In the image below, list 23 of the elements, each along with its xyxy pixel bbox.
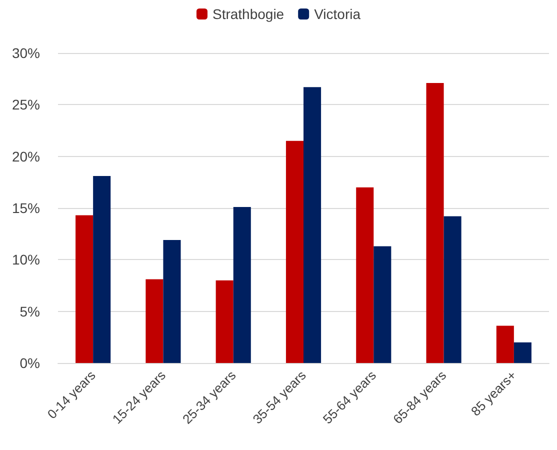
bar	[163, 240, 181, 363]
y-tick-label: 5%	[20, 303, 40, 320]
bar	[76, 215, 94, 363]
y-tick-label: 20%	[12, 148, 40, 164]
y-tick-label: 10%	[12, 252, 40, 268]
y-tick-label: 30%	[12, 45, 40, 61]
bar	[356, 187, 374, 363]
legend-label: Victoria	[314, 6, 361, 22]
y-tick-label: 0%	[20, 355, 40, 371]
bar	[233, 206, 251, 363]
bar	[146, 279, 164, 363]
bar	[93, 176, 111, 363]
bar	[286, 140, 304, 363]
bar	[444, 216, 462, 363]
bar	[216, 280, 234, 363]
y-tick-label: 15%	[12, 200, 40, 216]
bar	[374, 246, 392, 363]
y-tick-label: 25%	[12, 96, 40, 113]
legend-label: Strathbogie	[212, 6, 284, 22]
bar	[514, 342, 532, 363]
bar	[304, 87, 322, 363]
bar	[426, 82, 444, 363]
bar	[496, 326, 514, 363]
